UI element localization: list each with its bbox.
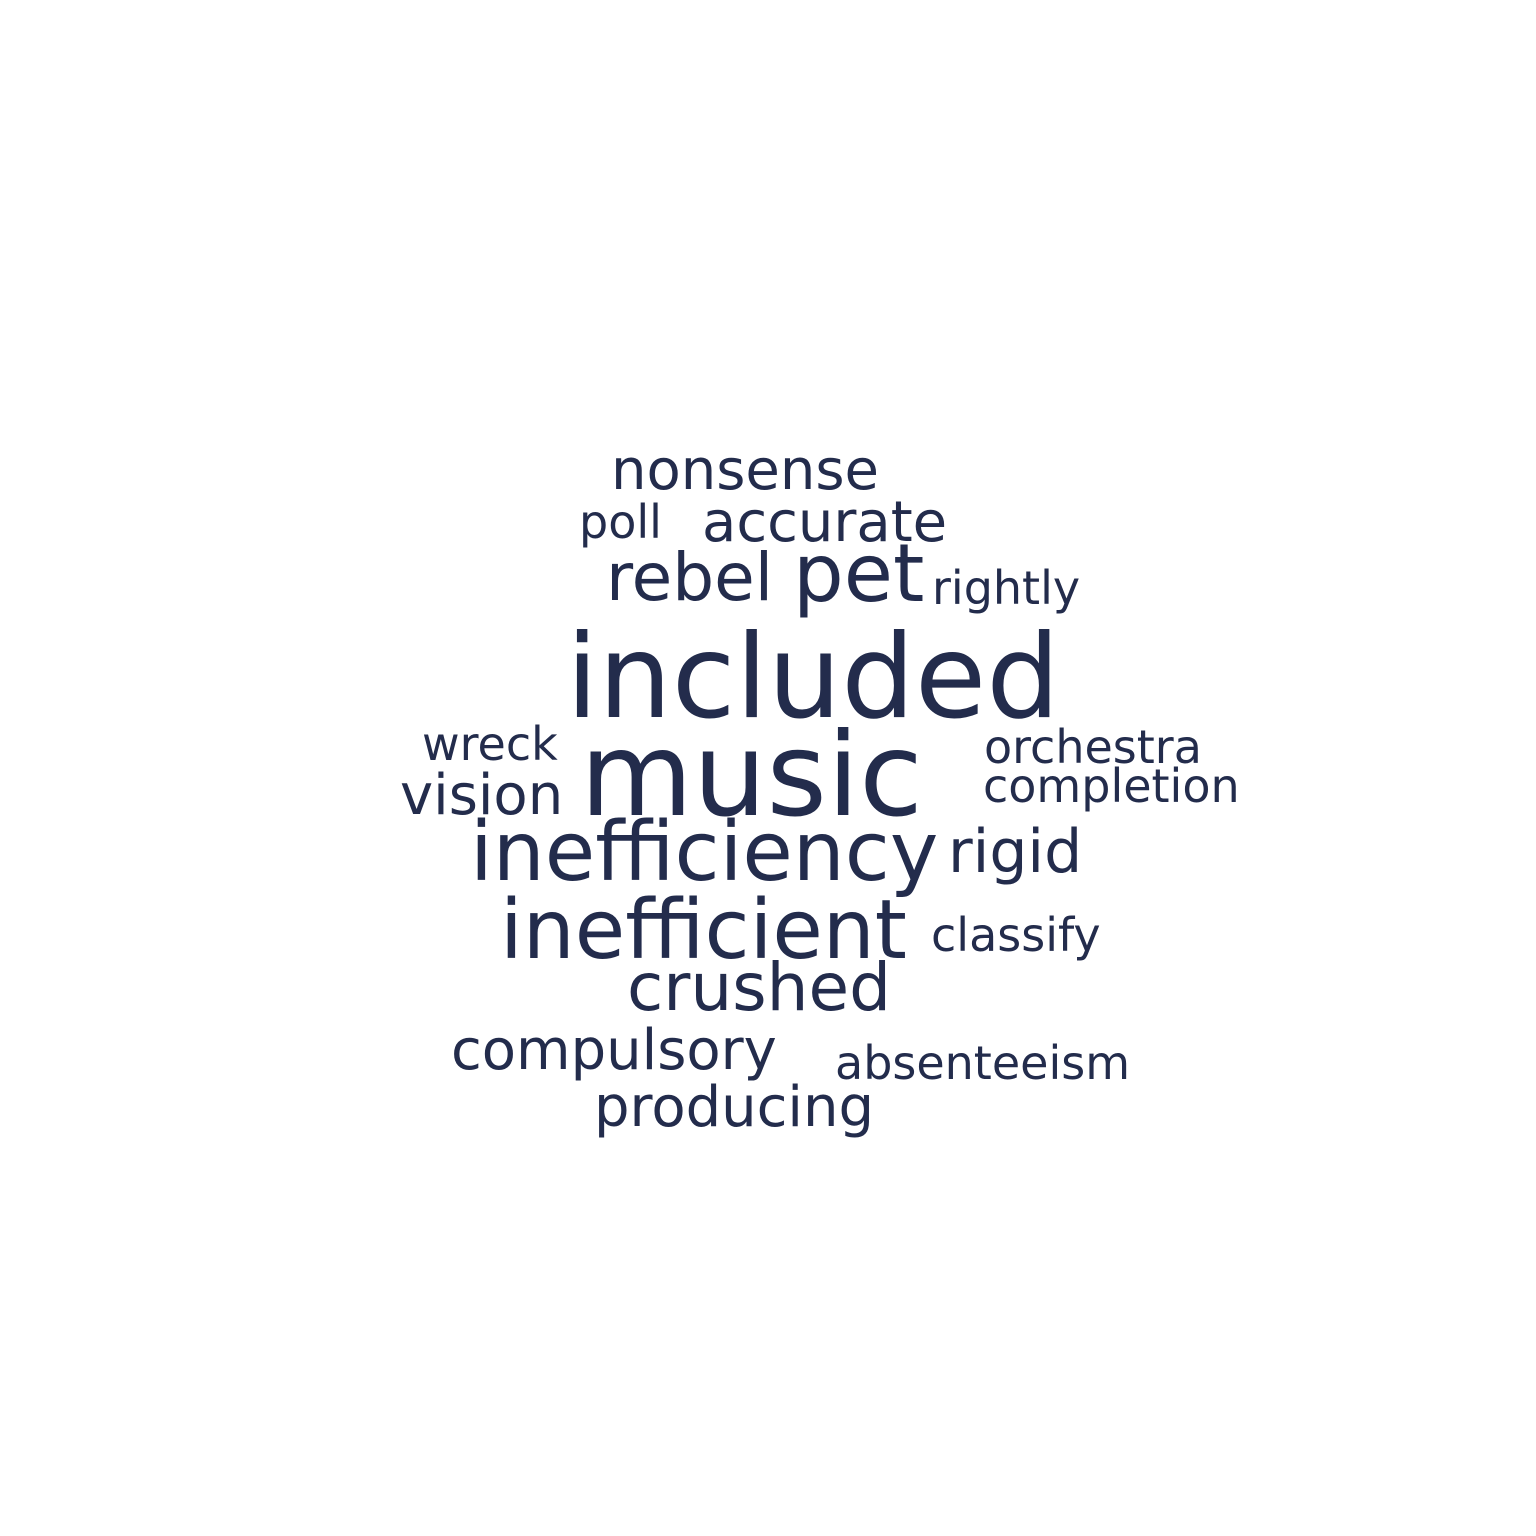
word-compulsory: compulsory [451, 1018, 777, 1083]
word-inefficient: inefficient [500, 883, 907, 978]
word-music: music [580, 708, 923, 843]
word-poll: poll [579, 495, 662, 549]
word-completion: completion [983, 759, 1240, 813]
word-rigid: rigid [948, 817, 1082, 887]
word-vision: vision [400, 763, 563, 828]
word-rightly: rightly [932, 561, 1080, 615]
word-pet: pet [793, 527, 924, 620]
word-nonsense: nonsense [611, 438, 879, 503]
word-rebel: rebel [606, 539, 773, 616]
word-classify: classify [931, 908, 1101, 962]
word-included: included [566, 610, 1060, 745]
word-orchestra: orchestra [984, 720, 1202, 774]
word-accurate: accurate [702, 490, 947, 555]
word-crushed: crushed [627, 949, 891, 1026]
word-inefficiency: inefficiency [470, 805, 938, 900]
word-producing: producing [594, 1075, 874, 1140]
word-absenteeism: absenteeism [835, 1036, 1130, 1090]
word-wreck: wreck [422, 717, 558, 771]
word-group: includedmusicinefficiencyinefficientpetr… [400, 438, 1240, 1140]
